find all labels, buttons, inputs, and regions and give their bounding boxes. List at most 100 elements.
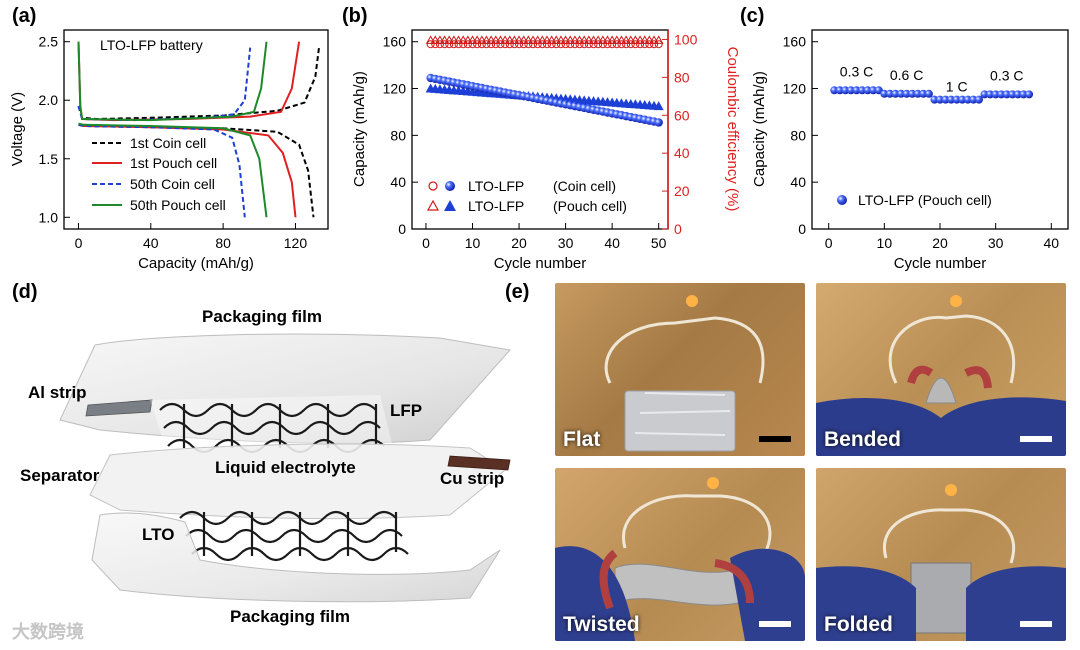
rate-point-7 [863, 86, 872, 95]
scale-bar-flat [759, 436, 791, 442]
rate-point-27 [974, 95, 983, 104]
eff-coin-point-2 [431, 40, 440, 49]
eff-coin-point-11 [473, 40, 482, 49]
eff-coin-point-12 [477, 40, 486, 49]
rate-point-22 [947, 95, 956, 104]
eff-pouch-point-13 [481, 35, 492, 44]
chart-c-ylabel: Capacity (mAh/g) [751, 71, 768, 187]
rate-point-3 [841, 86, 850, 95]
chart-b-y2tick-label-0: 0 [674, 221, 682, 237]
chart-a-ytick-label-3: 2.5 [39, 34, 59, 50]
chart-a-xtick-label-1: 40 [143, 235, 159, 251]
chart-c-xtick-label-2: 20 [932, 235, 948, 251]
eff-pouch-point-2 [430, 35, 441, 44]
eff-pouch-point-38 [597, 35, 608, 44]
eff-pouch-point-42 [616, 35, 627, 44]
eff-coin-point-31 [566, 40, 575, 49]
chart-a-ytick-label-2: 2.0 [39, 92, 59, 108]
chart-b-ylabel: Capacity (mAh/g) [351, 71, 368, 187]
packaging-film-bottom-layer [91, 512, 501, 603]
eff-pouch-point-8 [458, 35, 469, 44]
eff-coin-point-13 [482, 40, 491, 49]
legend-label-1st-pouch: 1st Pouch cell [130, 155, 217, 171]
label-lto: LTO [142, 525, 174, 544]
eff-pouch-point-25 [537, 35, 548, 44]
rate-label-0: 0.3 C [840, 63, 873, 79]
eff-coin-point-40 [608, 40, 617, 49]
rate-point-33 [1008, 90, 1017, 99]
rate-point-31 [997, 90, 1006, 99]
eff-coin-point-37 [594, 40, 603, 49]
chart-b-legend: LTO-LFP (Coin cell) LTO-LFP (Pouch cell) [426, 178, 627, 214]
rate-point-24 [958, 95, 967, 104]
rate-point-13 [897, 89, 906, 98]
chart-a-ylabel: Voltage (V) [9, 92, 26, 166]
lto-electrode [179, 510, 409, 562]
chart-b-y2tick-label-1: 20 [674, 183, 690, 199]
eff-pouch-point-44 [625, 35, 636, 44]
chart-c-xlabel: Cycle number [894, 255, 987, 272]
rate-point-11 [885, 89, 894, 98]
chart-b-ytick-label-3: 120 [383, 81, 407, 97]
rate-point-26 [969, 95, 978, 104]
eff-coin-point-35 [584, 40, 593, 49]
rate-point-12 [891, 89, 900, 98]
chart-b-xtick-label-2: 20 [511, 235, 527, 251]
chart-c-ytick-label-0: 0 [798, 221, 806, 237]
legend-marker-coin-cap [445, 181, 455, 191]
eff-coin-point-29 [556, 40, 565, 49]
eff-coin-point-4 [440, 40, 449, 49]
scale-bar-bended [1020, 436, 1052, 442]
legend-label-50th-pouch: 50th Pouch cell [130, 197, 226, 213]
label-separator: Separator [20, 466, 100, 485]
eff-pouch-point-33 [574, 35, 585, 44]
eff-pouch-point-10 [467, 35, 478, 44]
eff-pouch-point-26 [542, 35, 552, 44]
cap-pouch-point-50 [653, 101, 664, 111]
chart-c-legend-marker [837, 195, 847, 205]
rate-point-34 [1013, 90, 1022, 99]
eff-pouch-point-49 [649, 35, 659, 44]
eff-coin-point-17 [501, 40, 510, 49]
eff-coin-point-44 [626, 40, 635, 49]
eff-coin-point-7 [454, 40, 463, 49]
panel-label-c: (c) [740, 5, 764, 27]
chart-b-y2tick-label-4: 80 [674, 69, 690, 85]
eff-pouch-point-12 [476, 35, 487, 44]
photo-label-bended: Bended [824, 428, 902, 451]
eff-pouch-point-37 [593, 35, 604, 44]
chart-a-xtick-label-2: 80 [215, 235, 231, 251]
chart-c: 0 10 20 30 40 0 40 80 120 160 0.3 C 0.6 C 1 C 0.3… [751, 29, 1069, 272]
rate-point-20 [936, 95, 944, 104]
chart-b-ytick-label-1: 40 [390, 174, 406, 190]
chart-b-xtick-label-4: 40 [604, 235, 620, 251]
legend-label-50th-coin: 50th Coin cell [130, 176, 215, 192]
eff-pouch-point-11 [472, 35, 483, 44]
chart-b-y2tick-label-3: 60 [674, 107, 690, 123]
chart-c-ytick-label-3: 120 [783, 81, 807, 97]
eff-pouch-point-21 [518, 35, 529, 44]
eff-coin-point-1 [426, 40, 435, 49]
eff-pouch-point-5 [444, 35, 455, 44]
eff-pouch-point-50 [653, 35, 664, 44]
watermark: 大数跨境 [12, 622, 84, 642]
rate-point-1 [830, 86, 839, 95]
eff-pouch-point-3 [435, 35, 445, 44]
rate-point-14 [902, 89, 911, 98]
label-cu-strip: Cu strip [440, 469, 504, 488]
eff-pouch-point-24 [532, 35, 543, 44]
rate-point-4 [846, 86, 855, 95]
legend-sub-coin: (Coin cell) [553, 178, 616, 194]
panel-label-e: (e) [505, 281, 529, 303]
chart-c-legend-label: LTO-LFP (Pouch cell) [858, 192, 992, 208]
eff-coin-point-47 [640, 40, 649, 49]
eff-coin-point-25 [538, 40, 547, 49]
packaging-film-top-layer [59, 333, 511, 444]
eff-coin-point-20 [515, 40, 524, 49]
eff-coin-point-22 [524, 40, 533, 49]
rate-point-32 [1002, 90, 1011, 99]
eff-pouch-point-16 [495, 35, 506, 44]
separator-layer [89, 443, 506, 520]
